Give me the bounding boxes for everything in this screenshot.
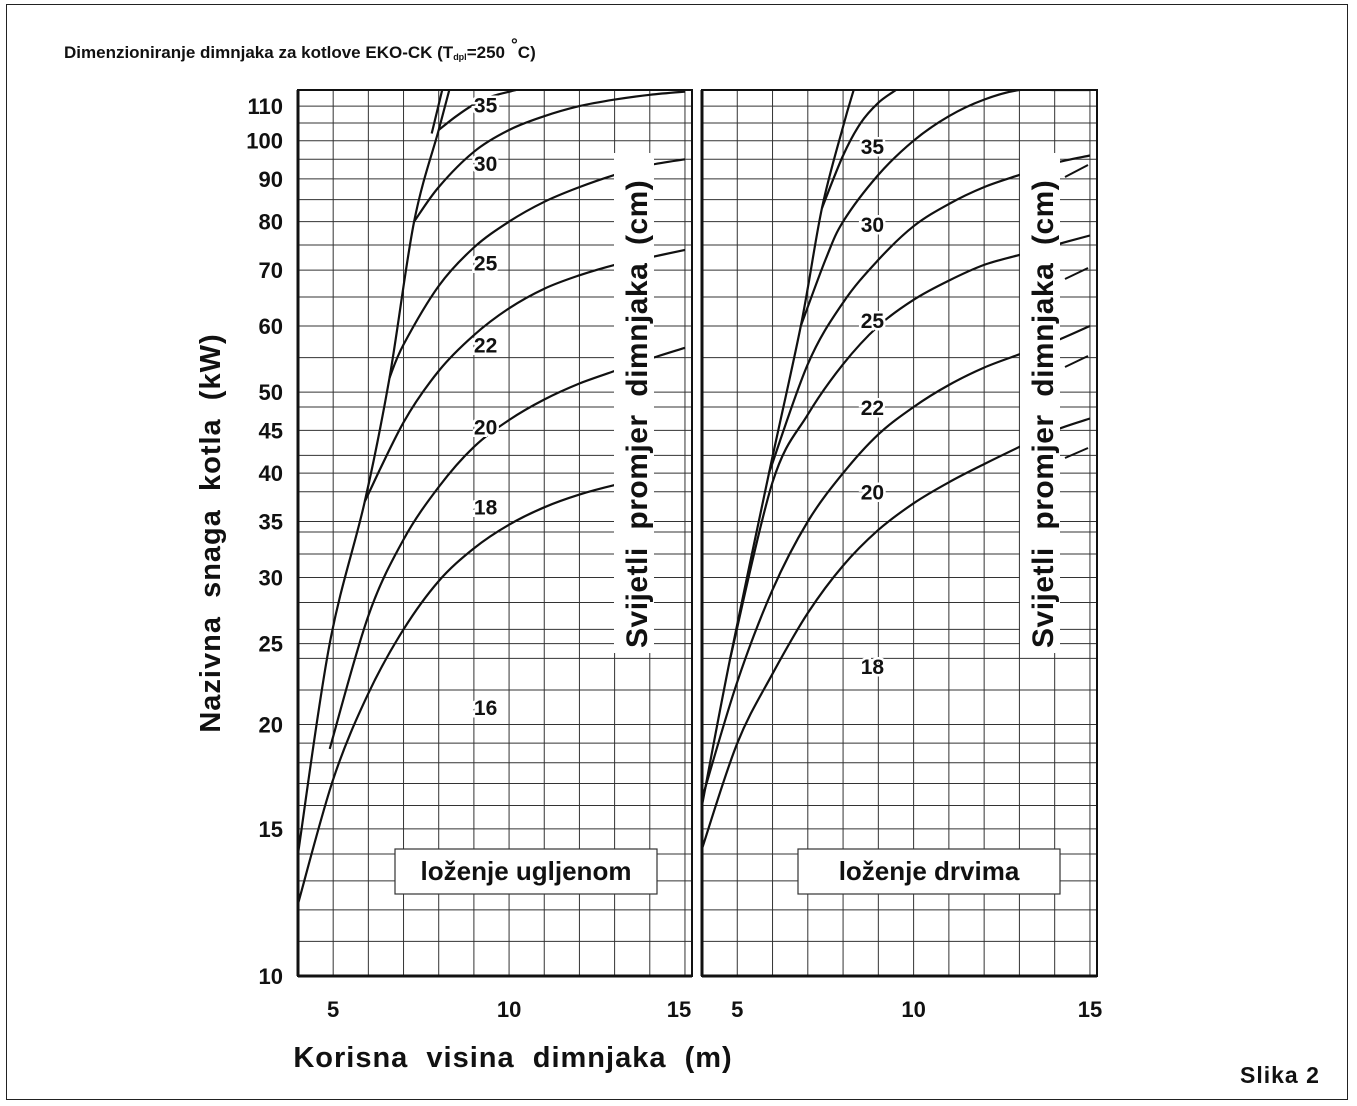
curve-label-22: 22: [861, 397, 884, 420]
degree-symbol: °: [510, 35, 518, 54]
curve-label-18: 18: [474, 496, 498, 519]
curve-label-16: 16: [474, 697, 497, 720]
curve-label-30: 30: [861, 214, 884, 237]
y-tick-label: 50: [259, 380, 283, 405]
diameter-axis-label: Svijetli promjer dimnjaka (cm): [621, 180, 654, 648]
series-line-30: [438, 90, 517, 131]
series-line-25: [413, 90, 686, 223]
y-tick-label: 20: [259, 713, 283, 738]
vertical-label-bg: [614, 153, 654, 653]
y-tick-label: 100: [246, 129, 283, 154]
series-line-35: [430, 90, 444, 134]
curve-label-30: 30: [474, 153, 497, 176]
fuel-label-box: [797, 848, 1061, 895]
figure-title-value: =250: [466, 43, 505, 62]
figure-title-subscript: dpl: [453, 52, 467, 62]
x-tick-label: 10: [497, 997, 521, 1022]
curve-label-20: 20: [861, 482, 884, 505]
x-tick-label: 10: [901, 997, 925, 1022]
series-line-envelope: [702, 90, 855, 806]
series-continuation-mark: [1064, 355, 1089, 368]
series-line-30: [799, 90, 1090, 327]
fuel-label-text: loženje ugljenom: [421, 856, 632, 886]
x-tick-label: 15: [667, 997, 691, 1022]
vertical-label-bg: [1020, 153, 1060, 653]
figure-frame: [6, 4, 1348, 1100]
series-line-16: [298, 476, 651, 905]
y-tick-label: 30: [259, 565, 283, 590]
series-group: [702, 90, 1091, 850]
series-line-envelope: [298, 90, 451, 855]
y-tick-label: 15: [259, 817, 283, 842]
figure-caption: Slika 2: [1240, 1062, 1320, 1088]
figure-title-main: Dimenzioniranje dimnjaka za kotlove EKO-…: [64, 43, 454, 62]
x-tick-label: 15: [1078, 997, 1102, 1022]
figure-title: Dimenzioniranje dimnjaka za kotlove EKO-…: [64, 35, 536, 63]
series-continuation-mark: [1064, 267, 1089, 280]
y-tick-label: 35: [259, 510, 283, 535]
fuel-label-text: loženje drvima: [839, 856, 1020, 886]
curve-label-35: 35: [474, 94, 498, 117]
curve-label-18: 18: [861, 656, 885, 679]
wood-panel: 18 20 22 25 30 35 loženje drvima Svijetli promj…: [700, 89, 1102, 1022]
series-line-35: [820, 90, 897, 209]
y-tick-label: 80: [259, 210, 283, 235]
y-tick-label: 45: [259, 418, 283, 443]
coal-panel: 16 18 20 22 25 30 35 loženje ugljenom Svijetli p…: [246, 89, 693, 1022]
curve-label-22: 22: [474, 335, 497, 358]
x-tick-label: 5: [327, 997, 339, 1022]
x-axis-title: Korisna visina dimnjaka (m): [293, 1042, 732, 1074]
curve-label-20: 20: [474, 416, 497, 439]
curve-label-25: 25: [861, 310, 885, 333]
x-tick-label: 5: [731, 997, 743, 1022]
diameter-axis-label: Svijetli promjer dimnjaka (cm): [1027, 180, 1060, 648]
series-line-20: [702, 324, 1091, 800]
y-tick-label: 60: [259, 314, 283, 339]
series-line-18: [702, 417, 1091, 850]
y-axis-title: Nazivna snaga kotla (kW): [195, 333, 227, 732]
y-tick-label: 10: [259, 964, 283, 989]
figure-title-unit: C): [517, 43, 536, 62]
fuel-label-box: [394, 848, 658, 895]
y-tick-label: 25: [259, 632, 283, 657]
y-tick-label: 110: [248, 94, 284, 119]
curve-label-25: 25: [474, 252, 498, 275]
y-tick-label: 90: [259, 167, 283, 192]
y-tick-label: 70: [259, 258, 283, 283]
series-continuation-mark: [1064, 164, 1089, 178]
curve-label-35: 35: [861, 136, 885, 159]
y-tick-label: 40: [259, 461, 283, 486]
shared-axes: Korisna visina dimnjaka (m) Nazivna snaga…: [195, 333, 732, 1074]
series-continuation-mark: [1064, 447, 1089, 459]
